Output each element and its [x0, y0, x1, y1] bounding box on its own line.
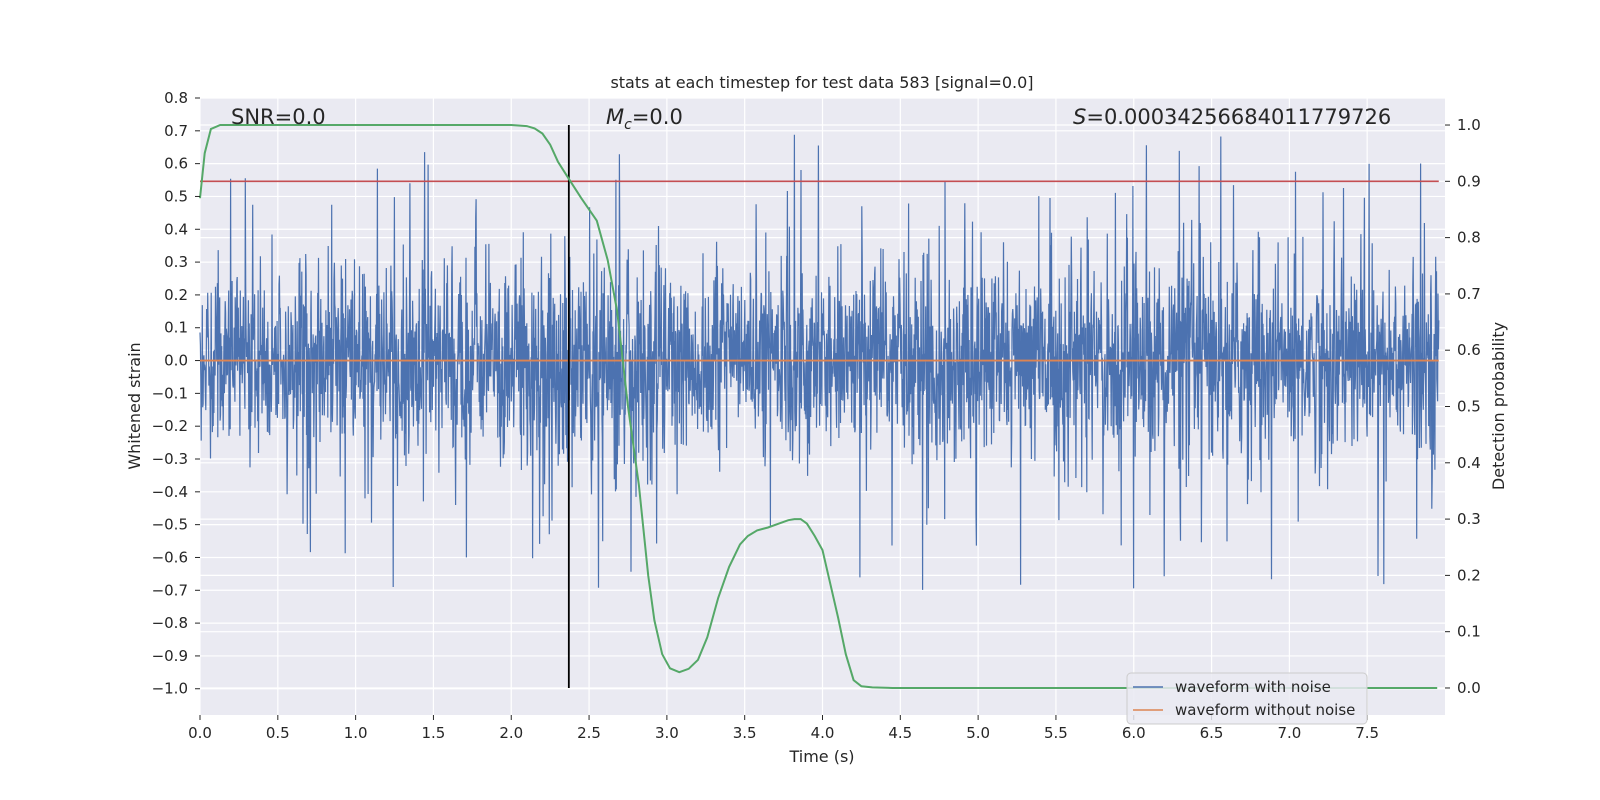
- left-y-tick-label: 0.8: [164, 89, 188, 107]
- left-y-tick-label: −0.9: [152, 647, 188, 665]
- left-y-tick-label: −0.1: [152, 384, 188, 402]
- left-y-tick-label: 0.6: [164, 155, 188, 173]
- x-tick-label: 6.5: [1200, 724, 1224, 742]
- left-y-tick-label: −0.3: [152, 450, 188, 468]
- overlay: [199, 124, 1439, 689]
- left-y-tick-label: 0.2: [164, 286, 188, 304]
- right-y-tick-label: 0.9: [1457, 172, 1481, 190]
- left-y-tick-label: −0.5: [152, 516, 188, 534]
- mc-symbol: M: [606, 105, 624, 129]
- x-tick-label: 6.0: [1122, 724, 1146, 742]
- left-y-tick-label: 0.3: [164, 253, 188, 271]
- detection-probability-line: [199, 124, 1438, 689]
- legend-box: [1126, 672, 1368, 725]
- x-tick-label: 7.5: [1355, 724, 1379, 742]
- x-tick-label: 3.5: [733, 724, 757, 742]
- chirp-mass-annotation: Mc=0.0: [606, 105, 683, 133]
- right-y-tick-label: 0.5: [1457, 398, 1481, 416]
- mc-subscript: c: [624, 117, 632, 133]
- s-value: =0.00034256684011779726: [1086, 105, 1391, 129]
- legend-label-waveform-with-noise: waveform with noise: [1175, 678, 1331, 696]
- s-symbol: S: [1073, 105, 1086, 129]
- x-tick-label: 2.0: [499, 724, 523, 742]
- x-tick-label: 7.0: [1277, 724, 1301, 742]
- left-y-tick-label: −0.2: [152, 417, 188, 435]
- left-y-tick-label: 0.0: [164, 352, 188, 370]
- mc-value: =0.0: [632, 105, 683, 129]
- left-y-tick-label: 0.4: [164, 220, 188, 238]
- right-y-tick-label: 0.4: [1457, 454, 1481, 472]
- right-y-tick-label: 0.8: [1457, 229, 1481, 247]
- right-y-tick-label: 0.3: [1457, 510, 1481, 528]
- legend: waveform with noise waveform without noi…: [1126, 672, 1368, 725]
- right-y-tick-label: 0.7: [1457, 285, 1481, 303]
- left-y-tick-label: −0.4: [152, 483, 188, 501]
- right-y-tick-label: 1.0: [1457, 116, 1481, 134]
- right-y-axis-ticks: 0.0 0.1 0.2 0.3 0.4 0.5 0.6 0.7 0.8 0.9 1.0: [1445, 116, 1481, 697]
- x-tick-label: 4.0: [811, 724, 835, 742]
- x-tick-label: 1.5: [422, 724, 446, 742]
- x-tick-label: 2.5: [577, 724, 601, 742]
- left-y-tick-label: 0.1: [164, 319, 188, 337]
- left-y-tick-label: −1.0: [152, 680, 188, 698]
- x-tick-label: 3.0: [655, 724, 679, 742]
- s-annotation: S=0.00034256684011779726: [1073, 105, 1391, 129]
- x-tick-label: 0.0: [188, 724, 212, 742]
- x-tick-label: 4.5: [888, 724, 912, 742]
- x-tick-label: 5.5: [1044, 724, 1068, 742]
- left-y-tick-label: −0.6: [152, 548, 188, 566]
- waveform-with-noise-line: [199, 134, 1440, 590]
- left-y-axis-ticks: −1.0 −0.9 −0.8 −0.7 −0.6 −0.5 −0.4 −0.3 −0.2 −0.1…: [152, 89, 200, 698]
- right-y-tick-label: 0.2: [1457, 566, 1481, 584]
- x-axis-label: Time (s): [788, 747, 854, 766]
- right-y-tick-label: 0.1: [1457, 623, 1481, 641]
- x-tick-label: 0.5: [266, 724, 290, 742]
- left-y-tick-label: 0.7: [164, 122, 188, 140]
- x-axis-ticks: 0.0 0.5 1.0 1.5 2.0 2.5 3.0 3.5 4.0 4.5 5.0 5.5 6.0 6…: [188, 715, 1379, 742]
- snr-annotation: SNR=0.0: [231, 105, 326, 129]
- left-y-tick-label: −0.8: [152, 614, 188, 632]
- x-tick-label: 1.0: [344, 724, 368, 742]
- chart-title: stats at each timestep for test data 583…: [610, 73, 1033, 92]
- left-y-tick-label: −0.7: [152, 581, 188, 599]
- x-tick-label: 5.0: [966, 724, 990, 742]
- legend-label-waveform-without-noise: waveform without noise: [1175, 701, 1355, 719]
- right-y-axis-label: Detection probability: [1489, 322, 1508, 490]
- series-waveform-with-noise: [199, 134, 1440, 590]
- right-y-tick-label: 0.6: [1457, 341, 1481, 359]
- right-y-tick-label: 0.0: [1457, 679, 1481, 697]
- left-y-axis-label: Whitened strain: [125, 342, 144, 469]
- left-y-tick-label: 0.5: [164, 187, 188, 205]
